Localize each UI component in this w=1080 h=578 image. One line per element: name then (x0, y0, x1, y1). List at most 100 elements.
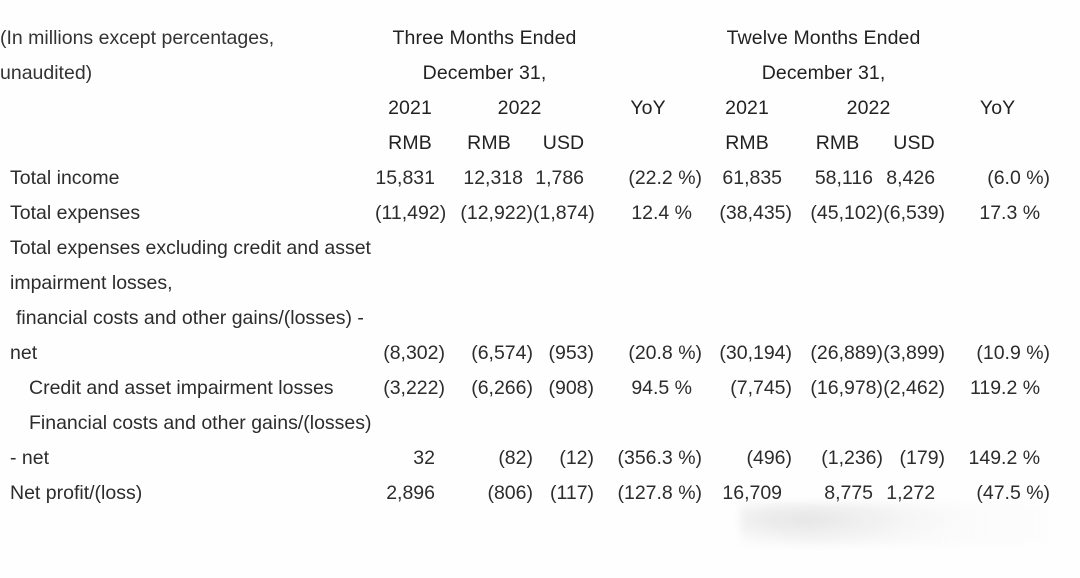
row-label: Credit and asset impairment losses (29, 377, 334, 399)
value-cell: (82) (498, 447, 533, 469)
value-cell (375, 231, 445, 266)
row-label: - net (10, 447, 50, 469)
units-note-line2: unaudited) (0, 62, 93, 84)
table-row: Financial costs and other gains/(losses) (0, 406, 1050, 441)
value-cell: (117) (549, 482, 595, 504)
header-row-years: 2021 2022 YoY 2021 2022 YoY (0, 91, 1050, 126)
value-cell: 1,272 (886, 482, 936, 504)
value-cell (883, 406, 945, 441)
value-cell (533, 231, 594, 266)
row-label: Total income (10, 167, 120, 189)
value-cell: (7,745) (730, 377, 793, 399)
table-row: financial costs and other gains/(losses)… (0, 301, 1050, 336)
value-cell: 16,709 (722, 482, 783, 504)
value-cell (702, 406, 792, 441)
value-cell (375, 266, 445, 301)
value-cell: 119.2 % (969, 377, 1041, 399)
spacer-cell (0, 126, 375, 161)
value-cell: 1,786 (535, 167, 585, 189)
value-cell: 58,116 (814, 167, 874, 189)
period1-year-2022: 2022 (497, 97, 542, 119)
spacer-cell (0, 91, 375, 126)
header-row-period: (In millions except percentages, Three M… (0, 21, 1050, 56)
value-cell: (2,462) (883, 377, 946, 399)
value-cell: (179) (899, 447, 946, 469)
value-cell: (6,574) (471, 342, 533, 364)
value-cell (594, 406, 702, 441)
value-cell (945, 231, 1050, 266)
period2-title: Twelve Months Ended (726, 27, 921, 49)
table-row: Total income 15,831 12,318 1,786 (22.2 %… (0, 161, 1050, 196)
row-label: impairment losses, (10, 272, 173, 294)
value-cell: 12.4 % (631, 202, 693, 224)
period2-rmb-2021-header: RMB (725, 132, 769, 154)
value-cell: 15,831 (375, 167, 435, 189)
value-cell: (26,889) (810, 342, 884, 364)
period2-yoy-header: YoY (979, 97, 1016, 119)
value-cell: (1,874) (533, 202, 595, 224)
value-cell: 8,775 (824, 482, 874, 504)
period1-usd-2022-header: USD (542, 132, 585, 154)
value-cell: (496) (746, 447, 793, 469)
period1-year-2021: 2021 (388, 97, 432, 119)
value-cell: 32 (413, 447, 435, 469)
value-cell (594, 231, 702, 266)
period2-year-2021: 2021 (725, 97, 769, 119)
value-cell: (3,899) (883, 342, 946, 364)
value-cell (445, 266, 533, 301)
spacer-cell (945, 21, 1050, 56)
period1-rmb-2021-header: RMB (388, 132, 432, 154)
value-cell: (12,922) (460, 202, 533, 224)
value-cell (945, 301, 1050, 336)
table-row: Total expenses excluding credit and asse… (0, 231, 1050, 266)
value-cell (883, 231, 945, 266)
spacer-cell (594, 126, 702, 161)
value-cell: 8,426 (886, 167, 936, 189)
value-cell: (6.0 %) (987, 167, 1051, 189)
table-row: Total expenses (11,492) (12,922) (1,874)… (0, 196, 1050, 231)
value-cell: 2,896 (386, 482, 435, 504)
table-row: impairment losses, (0, 266, 1050, 301)
value-cell: 61,835 (722, 167, 783, 189)
value-cell: (6,539) (883, 202, 946, 224)
value-cell (594, 301, 702, 336)
header-row-currencies: RMB RMB USD RMB RMB USD (0, 126, 1050, 161)
spacer-cell (594, 21, 702, 56)
row-label: Total expenses excluding credit and asse… (10, 237, 371, 259)
value-cell: 94.5 % (631, 377, 693, 399)
value-cell (702, 231, 792, 266)
value-cell: 17.3 % (979, 202, 1041, 224)
value-cell: (953) (548, 342, 595, 364)
period1-subtitle: December 31, (422, 62, 547, 84)
value-cell (375, 301, 445, 336)
value-cell: (6,266) (471, 377, 533, 399)
row-label: Net profit/(loss) (10, 482, 143, 504)
value-cell: (8,302) (383, 342, 445, 364)
table-row: Credit and asset impairment losses (3,22… (0, 371, 1050, 406)
value-cell (445, 301, 533, 336)
financial-results-table: (In millions except percentages, Three M… (0, 21, 1050, 511)
value-cell (594, 266, 702, 301)
value-cell (375, 406, 445, 441)
row-label: financial costs and other gains/(losses)… (16, 307, 364, 329)
period1-yoy-header: YoY (630, 97, 666, 119)
spacer-cell (945, 56, 1050, 91)
period2-year-2022: 2022 (846, 97, 891, 119)
period2-subtitle: December 31, (761, 62, 886, 84)
value-cell: (3,222) (383, 377, 445, 399)
value-cell: 149.2 % (968, 447, 1041, 469)
table-row: net (8,302) (6,574) (953) (20.8 %) (30,1… (0, 336, 1050, 371)
value-cell: (45,102) (810, 202, 884, 224)
row-label: net (10, 342, 38, 364)
value-cell: 12,318 (463, 167, 523, 189)
value-cell: (11,492) (375, 202, 447, 224)
spacer-cell (945, 126, 1050, 161)
value-cell (792, 266, 883, 301)
value-cell (533, 266, 594, 301)
header-row-date: unaudited) December 31, December 31, (0, 56, 1050, 91)
spacer-cell (594, 56, 702, 91)
period2-rmb-2022-header: RMB (815, 132, 860, 154)
value-cell: (47.5 %) (976, 482, 1051, 504)
value-cell (533, 301, 594, 336)
